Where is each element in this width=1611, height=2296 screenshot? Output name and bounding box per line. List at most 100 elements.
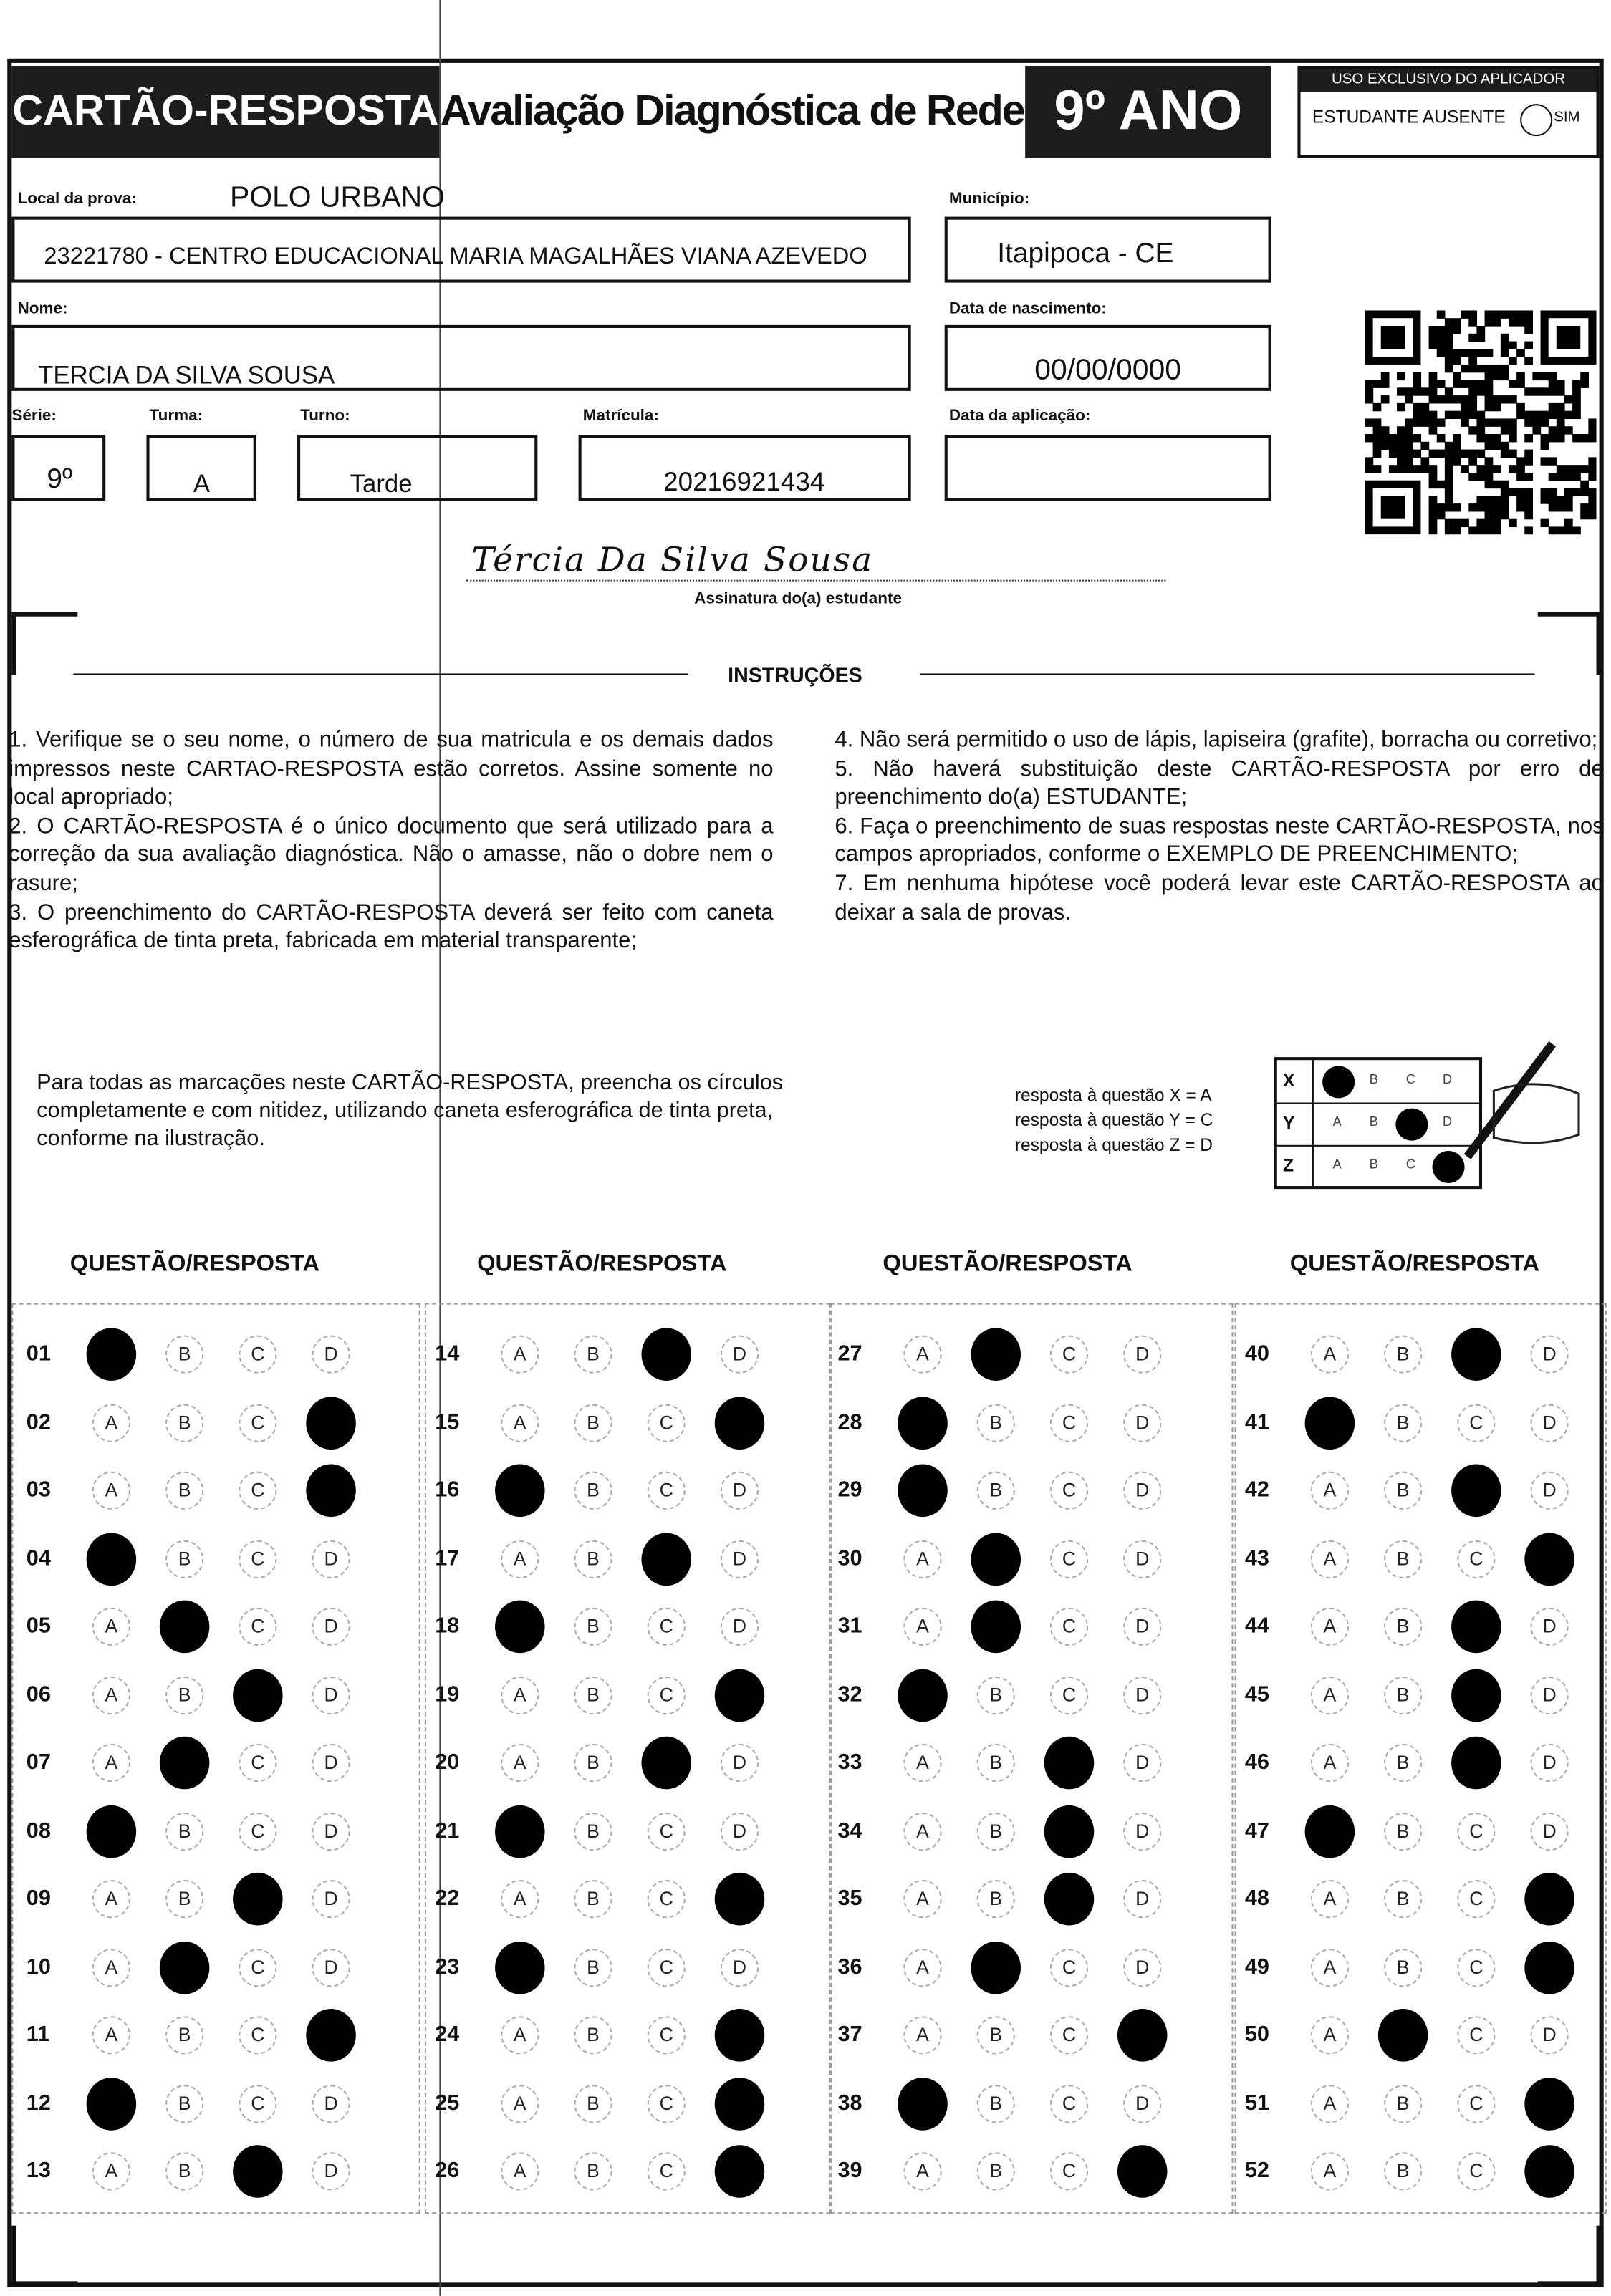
bubble: C: [1049, 1539, 1089, 1578]
filled-bubble: [1044, 1804, 1095, 1858]
value: TERCIA DA SILVA SOUSA: [38, 361, 335, 390]
qr-cell: [1476, 526, 1486, 535]
qr-cell: [1468, 333, 1478, 342]
row-label: Z: [1282, 1155, 1294, 1176]
bubble: C: [1457, 1539, 1496, 1578]
filled-bubble: [495, 1940, 545, 1994]
question-number: 18: [435, 1614, 460, 1639]
qr-cell: [1428, 480, 1438, 489]
qr-cell: [1516, 402, 1525, 412]
column-header: QUESTÃO/RESPOSTA: [69, 1252, 320, 1277]
bubble: C: [647, 1948, 686, 1987]
sheet-border: [7, 58, 1604, 2287]
qr-cell: [1580, 434, 1589, 443]
qr-cell: [1484, 526, 1494, 535]
bubble: B: [574, 1471, 612, 1510]
qr-cell: [1428, 341, 1438, 349]
bubble: D: [1123, 1743, 1162, 1783]
bubble: C: [239, 1743, 277, 1783]
filled-bubble: [898, 1396, 948, 1450]
bubble: B: [1384, 2152, 1423, 2191]
bubble: A: [903, 1539, 942, 1578]
qr-cell: [1461, 410, 1469, 420]
bubble: B: [574, 1335, 612, 1374]
qr-cell: [1588, 457, 1597, 466]
bubble: A: [92, 1675, 130, 1714]
qr-cell: [1500, 426, 1509, 435]
qr-cell: [1524, 496, 1534, 504]
bubble: B: [574, 1880, 612, 1919]
qr-cell: [1524, 449, 1534, 458]
qr-cell: [1588, 503, 1597, 512]
qr-cell: [1500, 349, 1509, 357]
qr-cell: [1397, 402, 1405, 412]
bubble: D: [720, 1539, 759, 1578]
qr-cell: [1492, 441, 1501, 450]
qr-cell: [1556, 434, 1565, 443]
bubble: B: [574, 1812, 612, 1851]
value: Itapipoca - CE: [997, 238, 1174, 270]
qr-cell: [1453, 372, 1461, 381]
field-box: TERCIA DA SILVA SOUSA: [11, 324, 911, 391]
example-option: D: [1442, 1071, 1453, 1087]
question-number: 41: [1244, 1409, 1269, 1434]
qr-cell: [1564, 426, 1573, 435]
bubble: D: [1530, 1471, 1569, 1510]
filled-bubble: [898, 1464, 948, 1518]
qr-cell: [1444, 364, 1453, 373]
qr-cell: [1588, 511, 1597, 520]
qr-cell: [1468, 457, 1478, 466]
qr-cell: [1484, 441, 1494, 450]
qr-cell: [1476, 449, 1486, 458]
label: Matrícula:: [582, 407, 659, 425]
question-number: 07: [26, 1750, 51, 1775]
qr-cell: [1516, 410, 1525, 420]
qr-cell: [1444, 526, 1453, 535]
bubble: D: [312, 1948, 350, 1987]
filled-bubble: [898, 1668, 948, 1722]
qr-cell: [1453, 410, 1461, 420]
bubble: A: [92, 2152, 130, 2191]
question-number: 33: [837, 1750, 862, 1775]
field-box: 00/00/0000: [944, 324, 1271, 391]
qr-cell: [1532, 418, 1542, 427]
qr-cell: [1461, 418, 1469, 427]
bubble: D: [1123, 1471, 1162, 1510]
bubble: A: [501, 2152, 539, 2191]
bubble: B: [1384, 1471, 1423, 1510]
qr-cell: [1428, 372, 1438, 381]
qr-cell: [1405, 395, 1413, 404]
bubble: A: [501, 1403, 539, 1442]
qr-cell: [1524, 387, 1534, 396]
bubble: C: [239, 2016, 277, 2055]
absent-circle[interactable]: [1520, 104, 1553, 137]
bubble: A: [92, 2016, 130, 2055]
question-number: 12: [26, 2090, 51, 2116]
bubble: A: [903, 2152, 942, 2191]
qr-cell: [1428, 395, 1438, 404]
qr-cell: [1420, 465, 1430, 473]
qr-cell: [1461, 310, 1469, 319]
qr-cell: [1572, 472, 1581, 481]
corner: [11, 2225, 78, 2286]
qr-cell: [1436, 333, 1446, 342]
bubble: D: [1123, 1403, 1162, 1442]
qr-cell: [1516, 472, 1525, 481]
qr-cell: [1413, 402, 1422, 412]
bubble: B: [1384, 1403, 1423, 1442]
qr-cell: [1564, 526, 1573, 535]
bubble: A: [501, 1675, 539, 1714]
bubble: C: [1049, 1675, 1089, 1714]
question-number: 42: [1244, 1477, 1269, 1502]
question-number: 01: [26, 1341, 51, 1366]
bubble: C: [1049, 1607, 1089, 1646]
filled-bubble: [714, 1396, 765, 1450]
instructions-title: INSTRUÇÕES: [728, 663, 862, 687]
question-number: 20: [435, 1750, 460, 1775]
row-rule: [1276, 1144, 1479, 1147]
bubble: A: [1310, 1335, 1349, 1374]
label: Data de nascimento:: [948, 300, 1107, 318]
qr-cell: [1461, 364, 1469, 373]
qr-cell: [1413, 465, 1422, 473]
filled-bubble: [1044, 1872, 1095, 1926]
